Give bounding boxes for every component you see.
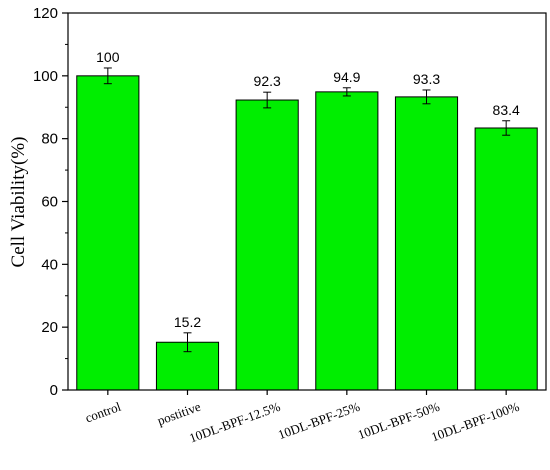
bar-1 xyxy=(76,75,140,391)
data-labels-layer: 100 15.2 92.3 94.9 93.3 83.4 xyxy=(96,49,520,330)
data-label: 100 xyxy=(96,49,120,65)
x-category-label: 10DL-BPF-100% xyxy=(429,399,521,445)
data-label: 83.4 xyxy=(493,102,520,118)
y-tick-label: 40 xyxy=(41,256,58,273)
error-bars-layer xyxy=(103,67,511,353)
y-tick-labels-layer: 0 20 40 60 80 100 120 xyxy=(33,5,58,399)
y-tick-label: 60 xyxy=(41,194,58,211)
y-tick-label: 0 xyxy=(50,382,58,399)
y-axis-title: Cell Viability(%) xyxy=(8,137,29,268)
axes-layer xyxy=(62,12,547,395)
y-tick-label: 100 xyxy=(33,68,58,85)
x-category-label: 10DL-BPF-50% xyxy=(356,399,442,443)
x-category-labels-layer: control postitive10DL-BPF-12.5%10DL-BPF-2… xyxy=(83,399,521,446)
bar-4 xyxy=(315,91,379,391)
y-tick-label: 120 xyxy=(33,5,58,22)
x-category-label: 10DL-BPF-25% xyxy=(276,399,362,443)
data-label: 94.9 xyxy=(333,69,360,85)
x-category-label: control xyxy=(83,399,123,426)
bar-3 xyxy=(235,99,299,391)
y-tick-label: 20 xyxy=(41,319,58,336)
data-label: 93.3 xyxy=(413,71,440,87)
y-tick-label: 80 xyxy=(41,131,58,148)
x-category-label: postitive xyxy=(155,399,202,428)
data-label: 15.2 xyxy=(174,314,201,330)
bars-layer xyxy=(76,75,538,391)
data-label: 92.3 xyxy=(254,73,281,89)
bar-5 xyxy=(394,96,459,391)
plot-frame xyxy=(67,12,547,391)
bar-6 xyxy=(474,127,538,391)
x-category-label: 10DL-BPF-12.5% xyxy=(187,399,282,446)
